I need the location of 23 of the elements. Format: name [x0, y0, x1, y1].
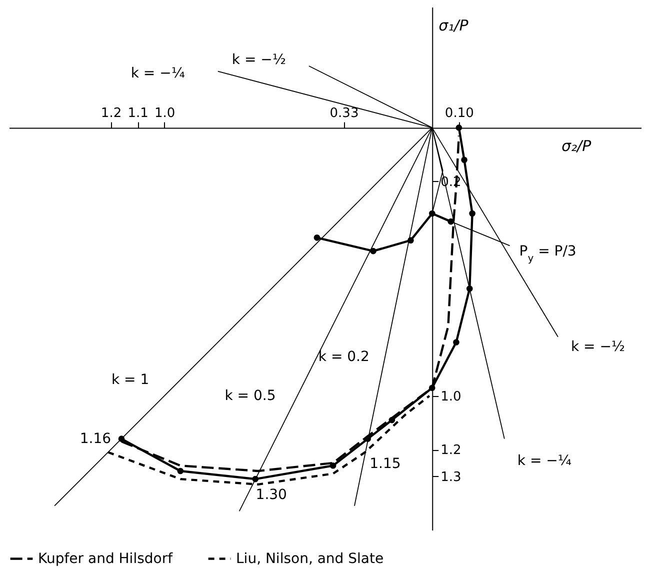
annotation: 1.30 — [256, 487, 287, 504]
annotation: P$_{y}$ = P/3 — [519, 244, 576, 264]
legend-label: Kupfer and Hilsdorf — [38, 550, 174, 567]
x-tick-label: 1.1 — [128, 106, 148, 122]
y-axis-title: σ₁/P — [438, 16, 470, 34]
y-tick-label: 1.0 — [440, 389, 462, 404]
y-tick-label: 1.2 — [440, 443, 462, 458]
x-tick-label: 1.2 — [100, 106, 122, 122]
annotation: k = −½ — [232, 52, 286, 68]
y-tick-label: 1.3 — [440, 470, 462, 485]
annotation: k = 0.2 — [318, 349, 370, 366]
annotation: k = −½ — [570, 338, 626, 355]
annotation: k = 0.5 — [224, 388, 276, 404]
annotation: k = 1 — [111, 372, 150, 388]
annotation: 1.16 — [80, 430, 112, 447]
annotation: k = −¼ — [130, 65, 186, 82]
annotation: k = −¼ — [517, 452, 572, 469]
x-tick-label: 0.10 — [444, 106, 474, 122]
legend-label: Liu, Nilson, and Slate — [236, 550, 384, 567]
x-axis-title: σ₂/P — [562, 137, 592, 156]
annotation: 1.15 — [370, 456, 401, 472]
x-tick-label: 0.33 — [330, 106, 359, 122]
x-tick-label: 1.0 — [154, 106, 176, 122]
